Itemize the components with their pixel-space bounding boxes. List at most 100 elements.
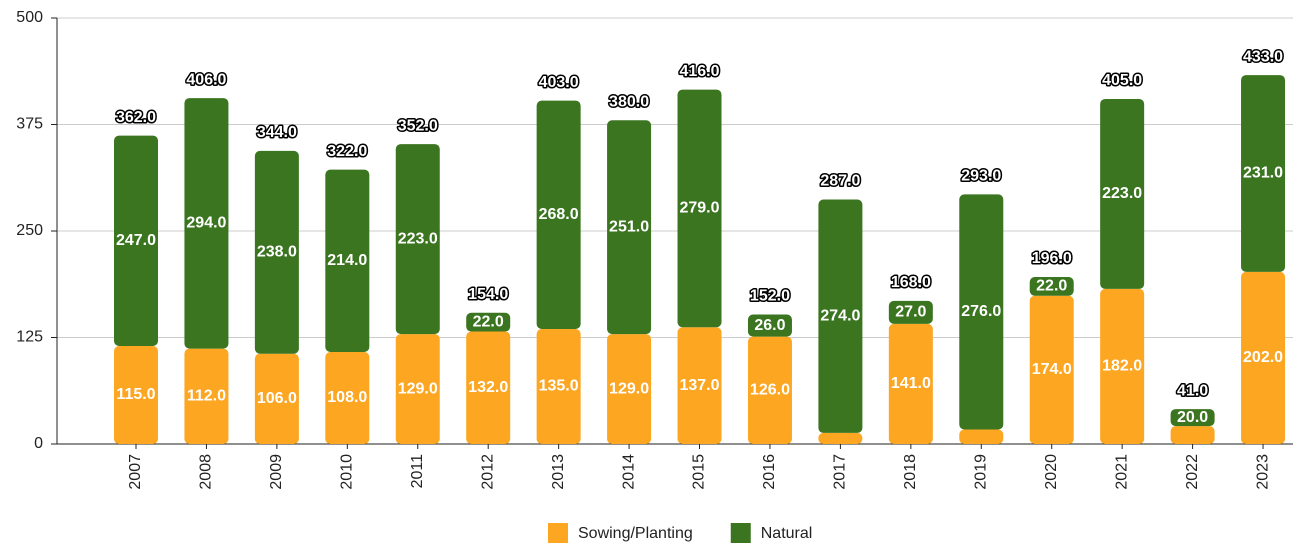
x-tick-label: 2019	[972, 454, 989, 490]
value-label: 223.0	[398, 230, 438, 247]
legend-label: Natural	[761, 525, 813, 542]
bar-segment	[325, 351, 370, 444]
bar-segment	[114, 135, 158, 347]
bar-segment	[888, 300, 933, 324]
value-label: 274.0	[820, 307, 860, 324]
bar-segment	[677, 327, 722, 444]
bar-segment	[677, 89, 722, 328]
y-tick-label: 0	[34, 435, 43, 452]
bar-segment	[1029, 277, 1074, 296]
bar-segment	[395, 334, 440, 444]
bar-segment	[536, 328, 581, 444]
bar-segment	[1241, 271, 1286, 444]
value-label: 115.0	[116, 386, 155, 403]
bar-segment	[536, 100, 581, 329]
bar-segment	[607, 120, 652, 335]
x-tick-label: 2020	[1043, 454, 1060, 490]
total-label: 293.0	[961, 168, 1001, 185]
value-label: 182.0	[1102, 358, 1142, 375]
value-label: 214.0	[327, 252, 367, 269]
total-label: 152.0	[750, 288, 790, 305]
bar-segment	[747, 336, 792, 444]
bar-segment	[959, 194, 1004, 430]
bar-segment	[818, 199, 863, 433]
bar-segment	[1170, 409, 1215, 427]
value-label: 106.0	[257, 390, 297, 407]
value-label: 22.0	[1036, 278, 1067, 295]
bar-segment	[1100, 98, 1145, 289]
total-label: 322.0	[327, 143, 367, 160]
legend-swatch	[730, 523, 751, 543]
bar-segment	[607, 334, 652, 444]
x-tick-label: 2012	[479, 454, 496, 490]
value-label: 294.0	[186, 215, 226, 232]
bar-segment	[395, 144, 440, 335]
y-tick-label: 500	[16, 9, 43, 26]
value-label: 247.0	[116, 232, 156, 249]
x-tick-label: 2014	[620, 454, 637, 490]
x-tick-label: 2008	[198, 454, 215, 490]
bar-segment	[466, 331, 511, 444]
value-label: 20.0	[1177, 409, 1208, 426]
total-label: 416.0	[679, 63, 719, 80]
value-label: 22.0	[473, 313, 504, 330]
x-tick-label: 2010	[339, 454, 356, 490]
x-tick-label: 2023	[1254, 454, 1271, 490]
x-tick-label: 2013	[550, 454, 567, 490]
value-label: 231.0	[1243, 165, 1283, 182]
value-label: 268.0	[539, 206, 579, 223]
x-tick-label: 2022	[1184, 454, 1201, 490]
value-label: 129.0	[609, 380, 649, 397]
bar-segment	[1029, 295, 1074, 444]
value-label: 276.0	[961, 303, 1001, 320]
x-tick-label: 2011	[409, 454, 426, 489]
bar-segment	[747, 314, 792, 337]
value-label: 112.0	[187, 388, 226, 405]
x-tick-label: 2007	[127, 454, 144, 490]
legend-swatch	[548, 523, 568, 543]
total-label: 168.0	[891, 274, 931, 291]
bar-segment	[254, 353, 299, 444]
value-label: 26.0	[754, 317, 785, 334]
bar-segment	[1241, 75, 1286, 272]
value-label: 202.0	[1243, 349, 1283, 366]
value-label: 174.0	[1032, 361, 1072, 378]
total-label: 380.0	[609, 93, 649, 110]
x-tick-label: 2021	[1113, 454, 1130, 490]
bar-segment	[1100, 288, 1145, 444]
bar-segment	[184, 348, 229, 444]
total-label: 405.0	[1102, 72, 1142, 89]
total-label: 41.0	[1177, 382, 1208, 399]
bar-segment	[114, 346, 158, 444]
total-label: 406.0	[186, 71, 226, 88]
x-tick-label: 2018	[902, 454, 919, 490]
total-label: 287.0	[820, 173, 860, 190]
value-label: 279.0	[679, 200, 719, 217]
value-label: 126.0	[750, 382, 790, 399]
value-label: 132.0	[468, 379, 508, 396]
total-label: 352.0	[398, 117, 438, 134]
y-tick-label: 375	[16, 116, 43, 133]
bar-segment	[254, 150, 299, 354]
value-label: 223.0	[1102, 185, 1142, 202]
x-tick-label: 2016	[761, 454, 778, 490]
value-label: 108.0	[327, 389, 367, 406]
value-label: 137.0	[679, 377, 719, 394]
bar-segment	[184, 98, 229, 349]
bar-segment	[325, 169, 370, 352]
total-label: 362.0	[116, 109, 156, 126]
x-tick-label: 2009	[268, 454, 285, 490]
y-tick-label: 125	[16, 329, 43, 346]
legend-label: Sowing/Planting	[578, 525, 693, 542]
bar-segment	[466, 312, 511, 332]
bar-segment	[959, 429, 1004, 444]
x-tick-label: 2015	[691, 454, 708, 490]
value-label: 141.0	[891, 375, 931, 392]
bar-segment	[818, 432, 863, 444]
value-label: 129.0	[398, 380, 438, 397]
total-label: 154.0	[468, 286, 508, 303]
y-tick-label: 250	[16, 222, 43, 239]
total-label: 196.0	[1032, 250, 1072, 267]
bar-segment	[1170, 426, 1215, 444]
